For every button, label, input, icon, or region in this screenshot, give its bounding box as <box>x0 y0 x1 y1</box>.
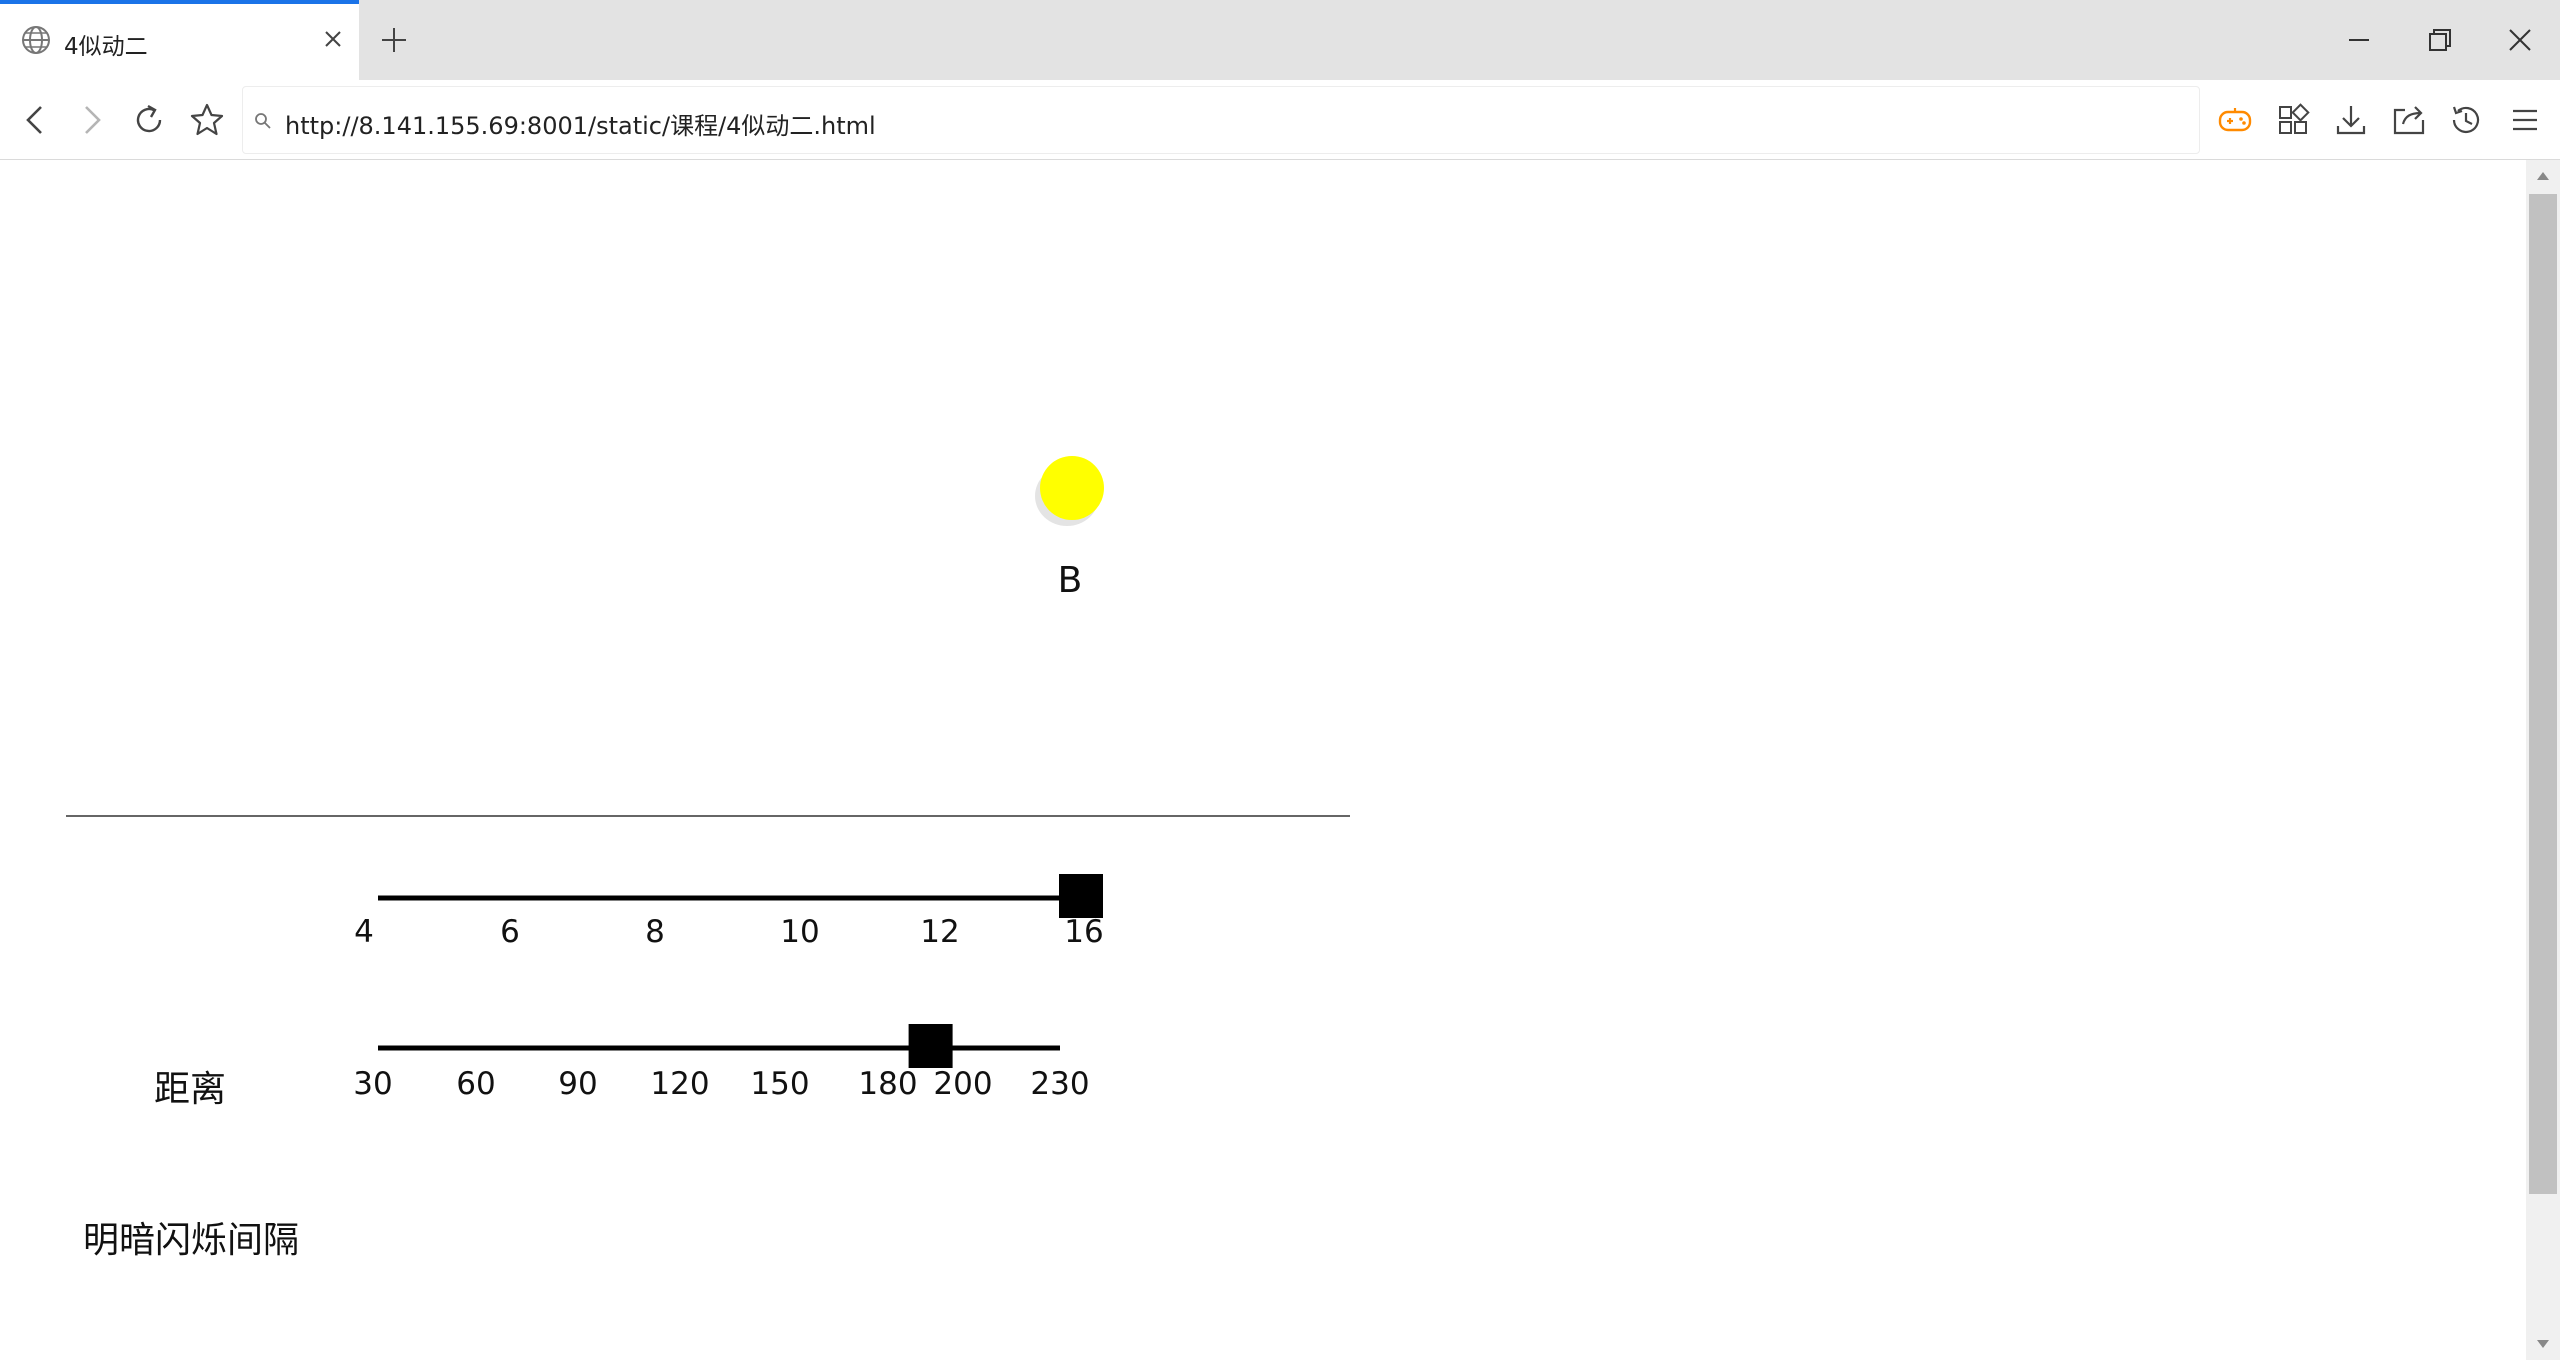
scrollbar-thumb[interactable] <box>2529 194 2557 1194</box>
scroll-up-arrow-icon[interactable] <box>2535 170 2551 182</box>
slider-tick-label: 90 <box>558 1066 597 1102</box>
slider-tick-label: 230 <box>1030 1066 1089 1102</box>
share-icon[interactable] <box>2387 98 2431 142</box>
slider-tick-label: 16 <box>1064 914 1103 950</box>
scroll-down-arrow-icon[interactable] <box>2535 1338 2551 1350</box>
slider-tick-label: 60 <box>456 1066 495 1102</box>
minimize-icon[interactable] <box>2339 20 2379 60</box>
blink-interval-slider-label: 明暗闪烁间隔 <box>83 1220 300 1261</box>
distance-slider-label: 距离 <box>154 1069 227 1110</box>
vertical-scrollbar[interactable] <box>2526 160 2560 1360</box>
close-window-icon[interactable] <box>2500 20 2540 60</box>
bookmark-star-icon[interactable] <box>185 98 229 142</box>
slider-tick-label: 8 <box>645 914 665 950</box>
forward-icon[interactable] <box>69 98 113 142</box>
tab-bar: 4似动二 <box>0 0 2560 80</box>
distance-slider[interactable]: 4 6 8 10 12 16 <box>340 874 1140 956</box>
history-icon[interactable] <box>2444 98 2488 142</box>
slider-tick-label: 120 <box>650 1066 709 1102</box>
browser-tab[interactable]: 4似动二 <box>0 0 359 80</box>
restore-icon[interactable] <box>2420 20 2460 60</box>
address-bar[interactable]: http://8.141.155.69:8001/static/课程/4似动二.… <box>242 86 2200 154</box>
slider-tick-label: 12 <box>920 914 959 950</box>
menu-icon[interactable] <box>2503 98 2547 142</box>
search-icon <box>255 113 271 129</box>
browser-toolbar: http://8.141.155.69:8001/static/课程/4似动二.… <box>0 80 2560 160</box>
reload-icon[interactable] <box>127 98 171 142</box>
slider-tick-label: 6 <box>500 914 520 950</box>
url-text[interactable]: http://8.141.155.69:8001/static/课程/4似动二.… <box>285 112 876 140</box>
slider-tick-label: 10 <box>780 914 819 950</box>
light-circle <box>1040 456 1104 520</box>
slider-tick-label: 4 <box>354 914 374 950</box>
light-label: B <box>1057 560 1083 601</box>
slider-tick-label: 150 <box>750 1066 809 1102</box>
blinking-light <box>1035 456 1104 526</box>
back-icon[interactable] <box>14 98 58 142</box>
close-tab-icon[interactable] <box>316 22 350 56</box>
divider-line <box>66 815 1350 817</box>
apps-grid-icon[interactable] <box>2271 98 2315 142</box>
page-viewport <box>0 160 2526 1360</box>
slider-tick-label: 30 <box>353 1066 392 1102</box>
game-controller-icon[interactable] <box>2213 98 2257 142</box>
slider-handle[interactable] <box>908 1024 953 1068</box>
blink-interval-slider[interactable]: 30 60 90 120 150 180 200 230 <box>340 1024 1140 1106</box>
globe-icon <box>22 26 50 54</box>
new-tab-icon[interactable] <box>376 22 412 58</box>
slider-handle[interactable] <box>1059 874 1103 918</box>
download-icon[interactable] <box>2329 98 2373 142</box>
tab-title: 4似动二 <box>64 34 148 60</box>
slider-tick-label: 200 <box>933 1066 992 1102</box>
slider-tick-label: 180 <box>858 1066 917 1102</box>
